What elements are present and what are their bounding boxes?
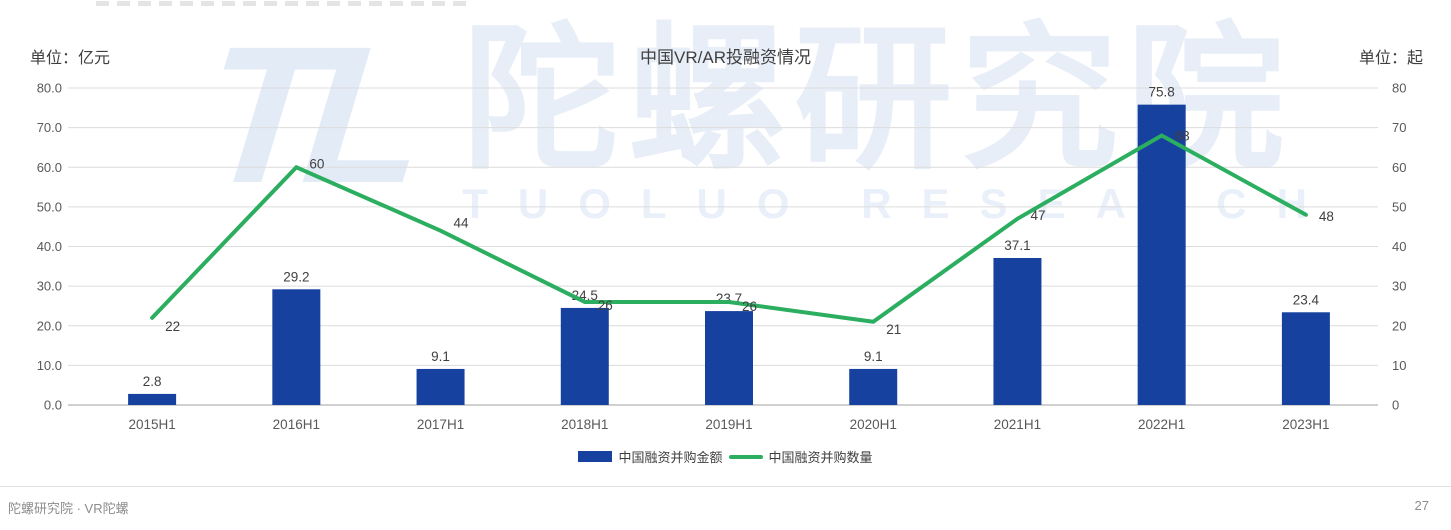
bar-label-2023H1: 23.4 bbox=[1293, 292, 1320, 307]
x-label-2019H1: 2019H1 bbox=[705, 417, 752, 432]
bar-2021H1 bbox=[993, 257, 1042, 405]
line-label-2017H1: 44 bbox=[454, 216, 470, 231]
left-tick-20.0: 20.0 bbox=[37, 318, 62, 333]
bar-2015H1 bbox=[128, 393, 177, 405]
x-label-2016H1: 2016H1 bbox=[273, 417, 320, 432]
line-label-2020H1: 21 bbox=[886, 322, 901, 337]
line-label-2021H1: 47 bbox=[1030, 208, 1045, 223]
cut-off-text-top bbox=[96, 1, 466, 6]
line-series-path bbox=[150, 133, 1308, 324]
line-label-2019H1: 26 bbox=[742, 299, 757, 314]
chart-legend: 中国融资并购金额 中国融资并购数量 bbox=[0, 447, 1451, 466]
x-label-2018H1: 2018H1 bbox=[561, 417, 608, 432]
bar-series-label: 中国融资并购金额 bbox=[618, 450, 723, 465]
right-tick-70: 70 bbox=[1392, 120, 1406, 135]
x-label-2020H1: 2020H1 bbox=[850, 417, 897, 432]
right-axis-unit: 单位：起 bbox=[1358, 50, 1423, 67]
bar-label-2022H1: 75.8 bbox=[1149, 85, 1175, 100]
bar-2016H1 bbox=[272, 289, 321, 405]
bar-label-2016H1: 29.2 bbox=[283, 269, 309, 284]
x-label-2015H1: 2015H1 bbox=[128, 417, 175, 432]
line-label-2023H1: 48 bbox=[1319, 209, 1334, 224]
left-tick-30.0: 30.0 bbox=[37, 279, 62, 294]
left-tick-80.0: 80.0 bbox=[37, 81, 62, 96]
x-label-2021H1: 2021H1 bbox=[994, 417, 1041, 432]
right-tick-50: 50 bbox=[1392, 199, 1406, 214]
right-tick-0: 0 bbox=[1392, 398, 1399, 413]
legend-item-line-series: 中国融资并购数量 bbox=[728, 447, 873, 466]
bar-2019H1 bbox=[705, 311, 753, 405]
x-label-2017H1: 2017H1 bbox=[417, 417, 464, 432]
line-label-2022H1: 68 bbox=[1175, 129, 1190, 144]
bar-label-2015H1: 2.8 bbox=[143, 374, 162, 389]
right-tick-80: 80 bbox=[1392, 81, 1406, 96]
left-tick-60.0: 60.0 bbox=[37, 160, 62, 175]
bar-label-2020H1: 9.1 bbox=[864, 349, 883, 364]
right-tick-10: 10 bbox=[1392, 358, 1406, 373]
legend-item-bar-series: 中国融资并购金额 bbox=[578, 447, 723, 466]
x-label-2022H1: 2022H1 bbox=[1138, 417, 1185, 432]
line-label-2018H1: 26 bbox=[598, 298, 613, 313]
right-tick-40: 40 bbox=[1392, 239, 1406, 254]
bar-2022H1 bbox=[1137, 104, 1186, 405]
line-series-swatch bbox=[728, 454, 763, 459]
left-tick-70.0: 70.0 bbox=[37, 120, 62, 135]
bar-series-swatch bbox=[578, 451, 613, 462]
bar-2023H1 bbox=[1281, 312, 1330, 405]
x-label-2023H1: 2023H1 bbox=[1282, 417, 1329, 432]
footer-divider bbox=[0, 486, 1451, 487]
line-label-2016H1: 60 bbox=[309, 156, 324, 171]
right-tick-20: 20 bbox=[1392, 318, 1406, 333]
right-tick-30: 30 bbox=[1392, 279, 1406, 294]
bar-2018H1 bbox=[560, 307, 609, 405]
bar-2020H1 bbox=[849, 368, 898, 405]
bar-label-2017H1: 9.1 bbox=[431, 349, 450, 364]
chart-canvas: 0.0 0 10.0 10 20.0 20 30.0 30 40.0 40 50.0 50 60.0 60… bbox=[37, 81, 1407, 433]
chart-title: 中国VR/AR投融资情况 bbox=[640, 48, 811, 67]
line-label-2015H1: 22 bbox=[165, 319, 180, 334]
line-series-label: 中国融资并购数量 bbox=[768, 450, 873, 465]
right-tick-60: 60 bbox=[1392, 160, 1406, 175]
left-tick-50.0: 50.0 bbox=[37, 199, 62, 214]
left-tick-10.0: 10.0 bbox=[37, 358, 62, 373]
page-number: 27 bbox=[1414, 498, 1429, 513]
left-axis-unit: 单位：亿元 bbox=[30, 50, 111, 67]
bar-2017H1 bbox=[416, 368, 465, 405]
bar-label-2021H1: 37.1 bbox=[1004, 238, 1030, 253]
left-tick-40.0: 40.0 bbox=[37, 239, 62, 254]
left-tick-0.0: 0.0 bbox=[44, 398, 62, 413]
footer-source: 陀螺研究院 · VR陀螺 bbox=[8, 501, 129, 516]
